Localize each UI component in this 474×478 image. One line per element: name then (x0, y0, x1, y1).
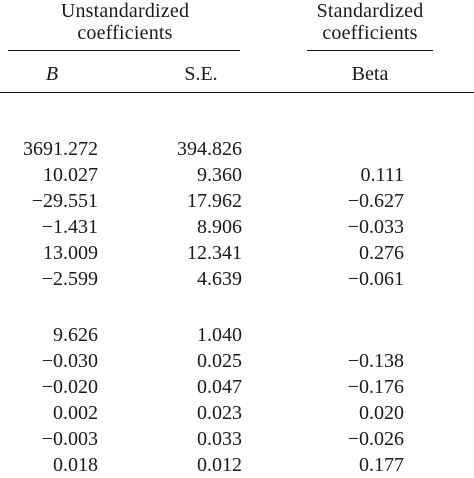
cell-se: 8.906 (197, 216, 242, 238)
table-row: 9.626 1.040 (0, 322, 474, 348)
cell-se: 9.360 (197, 164, 242, 186)
table-row: 0.018 0.012 0.177 (0, 452, 474, 478)
cell-beta: 0.177 (359, 454, 404, 476)
cell-se: 0.047 (197, 376, 242, 398)
cell-b: −0.020 (41, 376, 98, 398)
cell-se: 394.826 (177, 138, 242, 160)
table-row: −29.551 17.962 −0.627 (0, 188, 474, 214)
table-header-rule (0, 92, 474, 93)
cell-beta: 0.020 (359, 402, 404, 424)
table-body: 3691.272 394.826 10.027 9.360 0.111 −29.… (0, 136, 474, 478)
cell-b: 0.002 (53, 402, 98, 424)
column-header-b: B (45, 63, 59, 85)
cell-beta: −0.627 (347, 190, 404, 212)
table-row: 3691.272 394.826 (0, 136, 474, 162)
table-row: −0.030 0.025 −0.138 (0, 348, 474, 374)
cell-se: 17.962 (187, 190, 242, 212)
cell-beta: 0.111 (360, 164, 404, 186)
standardized-header-line2: coefficients (322, 22, 418, 44)
standardized-header-line1: Standardized (316, 0, 424, 22)
cell-b: 9.626 (53, 324, 98, 346)
table-row: −0.003 0.033 −0.026 (0, 426, 474, 452)
table-row: 13.009 12.341 0.276 (0, 240, 474, 266)
cell-b: −29.551 (31, 190, 98, 212)
cell-se: 4.639 (197, 268, 242, 290)
table-row: 10.027 9.360 0.111 (0, 162, 474, 188)
cell-b: −2.599 (41, 268, 98, 290)
table-row: −1.431 8.906 −0.033 (0, 214, 474, 240)
cell-beta: −0.138 (347, 350, 404, 372)
column-header-beta: Beta (351, 63, 389, 85)
table-row: −0.020 0.047 −0.176 (0, 374, 474, 400)
standardized-header-rule (307, 50, 433, 51)
cell-b: 10.027 (43, 164, 98, 186)
cell-se: 0.033 (197, 428, 242, 450)
cell-se: 0.012 (197, 454, 242, 476)
unstandardized-header-line2: coefficients (77, 22, 173, 44)
cell-beta: −0.026 (347, 428, 404, 450)
cell-beta: 0.276 (359, 242, 404, 264)
unstandardized-coefficients-header: Unstandardized coefficients (0, 0, 250, 44)
cell-se: 0.023 (197, 402, 242, 424)
cell-b: −1.431 (41, 216, 98, 238)
table-row: 0.002 0.023 0.020 (0, 400, 474, 426)
cell-b: 13.009 (43, 242, 98, 264)
cell-beta: −0.033 (347, 216, 404, 238)
cell-b: 0.018 (53, 454, 98, 476)
cell-se: 1.040 (197, 324, 242, 346)
cell-b: −0.030 (41, 350, 98, 372)
cell-beta: −0.176 (347, 376, 404, 398)
table-row: −2.599 4.639 −0.061 (0, 266, 474, 292)
unstandardized-header-rule (8, 50, 240, 51)
cell-se: 0.025 (197, 350, 242, 372)
cell-beta: −0.061 (347, 268, 404, 290)
cell-b: 3691.272 (23, 138, 98, 160)
column-header-se: S.E. (184, 63, 218, 85)
standardized-coefficients-header: Standardized coefficients (298, 0, 442, 44)
unstandardized-header-line1: Unstandardized (60, 0, 190, 22)
group-spacer (0, 292, 474, 322)
cell-se: 12.341 (187, 242, 242, 264)
cell-b: −0.003 (41, 428, 98, 450)
